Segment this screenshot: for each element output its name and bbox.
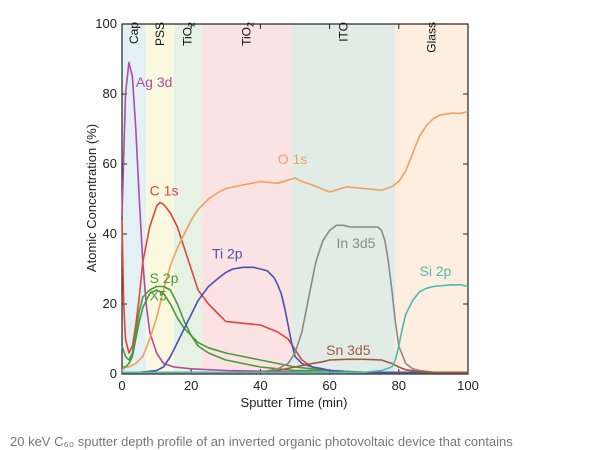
y-axis-title: Atomic Concentration (%) <box>84 124 99 272</box>
x-tick-label: 0 <box>118 378 125 393</box>
series-label: Ti 2p <box>212 246 243 262</box>
x-tick-label: 20 <box>184 378 198 393</box>
layer-band <box>395 24 468 374</box>
series-label: Ag 3d <box>136 74 173 90</box>
layer-label: ITO <box>336 22 350 42</box>
layer-label: Glass <box>425 22 439 53</box>
layer-band <box>291 24 396 374</box>
series-label: Si 2p <box>420 263 452 279</box>
layer-label: PSS <box>153 22 167 46</box>
series-line <box>121 110 469 372</box>
y-tick-label: 60 <box>103 156 117 171</box>
layer-label: TiO2 <box>240 22 256 46</box>
series-line <box>122 283 469 374</box>
series-label: Sn 3d5 <box>326 342 371 358</box>
x-tick-label: 60 <box>322 378 336 393</box>
depth-profile-chart: 0 20 40 60 80 100 0 20 40 60 80 100 Ag 3d C 1s O 1s S… <box>84 16 479 410</box>
series-line <box>122 358 468 374</box>
layer-bands <box>122 24 468 374</box>
series-line <box>121 285 468 374</box>
series-lines <box>121 61 469 374</box>
series-label: S 2p <box>150 270 179 286</box>
x-tick-label: 100 <box>457 378 479 393</box>
y-tick-label: 20 <box>103 296 117 311</box>
layer-labels: Cap PSS TiO2 TiO2 ITO Glass <box>127 22 439 53</box>
figure-caption: 20 keV C₆₀ sputter depth profile of an i… <box>10 434 513 449</box>
y-axis: 0 20 40 60 80 100 <box>95 16 468 381</box>
layer-band <box>201 24 292 374</box>
series-labels: Ag 3d C 1s O 1s S 2p X5 Ti 2p In 3d5 Sn 3d5 Si 2… <box>136 74 452 358</box>
x-tick-label: 40 <box>253 378 267 393</box>
series-label: In 3d5 <box>337 235 376 251</box>
y-tick-label: 100 <box>95 16 117 31</box>
series-line <box>122 224 468 374</box>
y-tick-label: 80 <box>103 86 117 101</box>
x-tick-label: 80 <box>392 378 406 393</box>
layer-label: Cap <box>127 22 141 44</box>
layer-label: TiO2 <box>181 22 197 46</box>
series-label: O 1s <box>278 151 308 167</box>
series-label: C 1s <box>150 183 179 199</box>
y-tick-label: 0 <box>110 366 117 381</box>
layer-band <box>173 24 202 374</box>
x-axis-title: Sputter Time (min) <box>241 395 348 410</box>
y-tick-label: 40 <box>103 226 117 241</box>
layer-band <box>146 24 174 374</box>
series-label: X5 <box>150 288 167 304</box>
series-line <box>122 266 468 374</box>
